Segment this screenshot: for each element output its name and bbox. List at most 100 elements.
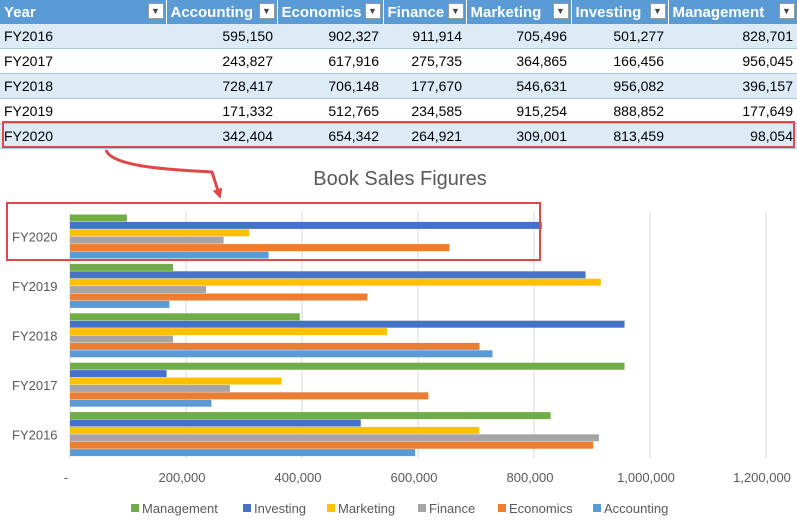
legend-swatch-investing — [243, 504, 251, 512]
table-cell[interactable]: 546,631 — [466, 73, 571, 99]
filter-dropdown-icon[interactable]: ▼ — [147, 3, 164, 19]
bar-finance-fy2016[interactable] — [70, 434, 599, 442]
filter-dropdown-icon[interactable]: ▼ — [552, 3, 569, 19]
bar-marketing-fy2018[interactable] — [70, 328, 388, 336]
bar-management-fy2019[interactable] — [70, 263, 174, 271]
table-cell[interactable]: 911,914 — [383, 24, 466, 49]
bar-economics-fy2020[interactable] — [70, 244, 450, 252]
x-tick-label: 1,000,000 — [617, 470, 675, 485]
table-cell[interactable]: 171,332 — [166, 98, 277, 124]
column-header-year[interactable]: Year ▼ — [0, 0, 167, 24]
table-cell[interactable]: 275,735 — [383, 48, 466, 74]
bar-accounting-fy2018[interactable] — [70, 350, 493, 358]
table-cell[interactable]: 728,417 — [166, 73, 277, 99]
table-cell[interactable]: 813,459 — [571, 123, 668, 149]
filter-dropdown-icon[interactable]: ▼ — [778, 3, 795, 19]
table-cell[interactable]: 234,585 — [383, 98, 466, 124]
bar-management-fy2017[interactable] — [70, 362, 625, 370]
bar-finance-fy2017[interactable] — [70, 384, 230, 392]
filter-dropdown-icon[interactable]: ▼ — [447, 3, 464, 19]
table-cell[interactable]: 309,001 — [466, 123, 571, 149]
table-cell[interactable]: 177,649 — [668, 98, 797, 124]
legend-label-marketing[interactable]: Marketing — [338, 501, 395, 516]
legend-label-economics[interactable]: Economics — [509, 501, 573, 516]
table-cell[interactable]: 342,404 — [166, 123, 277, 149]
table-cell[interactable]: FY2019 — [0, 98, 166, 124]
bar-economics-fy2016[interactable] — [70, 441, 594, 449]
bar-management-fy2016[interactable] — [70, 412, 551, 420]
table-cell[interactable]: 396,157 — [668, 73, 797, 99]
bar-investing-fy2019[interactable] — [70, 271, 586, 279]
table-cell[interactable]: 706,148 — [277, 73, 383, 99]
table-cell[interactable]: 177,670 — [383, 73, 466, 99]
x-tick-label: 400,000 — [275, 470, 322, 485]
table-cell[interactable]: 888,852 — [571, 98, 668, 124]
bar-economics-fy2018[interactable] — [70, 342, 480, 350]
table-cell[interactable]: FY2017 — [0, 48, 166, 74]
bar-economics-fy2017[interactable] — [70, 392, 429, 400]
table-row[interactable]: FY2017 243,827 617,916 275,735 364,865 1… — [0, 48, 797, 74]
table-row[interactable]: FY2019 171,332 512,765 234,585 915,254 8… — [0, 98, 797, 124]
table-row-highlighted[interactable]: FY2020 342,404 654,342 264,921 309,001 8… — [0, 123, 797, 149]
bar-management-fy2020[interactable] — [70, 214, 127, 222]
filter-dropdown-icon[interactable]: ▼ — [258, 3, 275, 19]
bar-accounting-fy2016[interactable] — [70, 449, 416, 457]
table-row[interactable]: FY2016 595,150 902,327 911,914 705,496 5… — [0, 24, 797, 49]
table-cell[interactable]: 902,327 — [277, 24, 383, 49]
header-row: Year ▼ Accounting ▼ Economics ▼ Finance ▼ Ma… — [0, 0, 797, 24]
table-cell[interactable]: 617,916 — [277, 48, 383, 74]
table-cell[interactable]: 595,150 — [166, 24, 277, 49]
table-cell[interactable]: 956,082 — [571, 73, 668, 99]
bar-marketing-fy2019[interactable] — [70, 278, 601, 286]
table-cell[interactable]: 166,456 — [571, 48, 668, 74]
y-category-label: FY2019 — [12, 279, 58, 294]
table-cell[interactable]: 828,701 — [668, 24, 797, 49]
filter-dropdown-icon[interactable]: ▼ — [649, 3, 666, 19]
table-cell[interactable]: 915,254 — [466, 98, 571, 124]
legend-swatch-economics — [498, 504, 506, 512]
legend-label-investing[interactable]: Investing — [254, 501, 306, 516]
bar-marketing-fy2017[interactable] — [70, 377, 282, 385]
bar-finance-fy2019[interactable] — [70, 286, 207, 294]
bar-accounting-fy2017[interactable] — [70, 399, 212, 407]
bar-investing-fy2018[interactable] — [70, 320, 625, 328]
column-header-accounting[interactable]: Accounting ▼ — [166, 0, 278, 24]
spreadsheet: Year ▼ Accounting ▼ Economics ▼ Finance ▼ Ma… — [0, 0, 797, 149]
table-cell[interactable]: 501,277 — [571, 24, 668, 49]
column-header-finance[interactable]: Finance ▼ — [383, 0, 467, 24]
bar-accounting-fy2019[interactable] — [70, 300, 170, 308]
bar-marketing-fy2020[interactable] — [70, 229, 250, 237]
table-row[interactable]: FY2018 728,417 706,148 177,670 546,631 9… — [0, 73, 797, 99]
bar-finance-fy2018[interactable] — [70, 335, 174, 343]
table-cell[interactable]: 98,054 — [668, 123, 797, 149]
bar-investing-fy2020[interactable] — [70, 221, 542, 229]
bar-investing-fy2016[interactable] — [70, 419, 361, 427]
table-cell[interactable]: 956,045 — [668, 48, 797, 74]
table-cell[interactable]: FY2020 — [0, 123, 166, 149]
x-tick-label: 200,000 — [159, 470, 206, 485]
bar-investing-fy2017[interactable] — [70, 370, 167, 378]
bar-chart[interactable]: Book Sales Figures FY2016 FY2017 FY2018 FY2… — [0, 148, 797, 528]
column-header-management[interactable]: Management ▼ — [668, 0, 797, 24]
bar-accounting-fy2020[interactable] — [70, 251, 269, 259]
table-cell[interactable]: FY2018 — [0, 73, 166, 99]
bar-finance-fy2020[interactable] — [70, 236, 224, 244]
column-header-marketing[interactable]: Marketing ▼ — [466, 0, 572, 24]
column-header-investing[interactable]: Investing ▼ — [571, 0, 669, 24]
bar-economics-fy2019[interactable] — [70, 293, 368, 301]
column-header-economics[interactable]: Economics ▼ — [277, 0, 384, 24]
table-cell[interactable]: FY2016 — [0, 24, 166, 49]
legend-label-management[interactable]: Management — [142, 501, 218, 516]
table-cell[interactable]: 654,342 — [277, 123, 383, 149]
bar-management-fy2018[interactable] — [70, 313, 300, 321]
legend-label-finance[interactable]: Finance — [429, 501, 475, 516]
table-cell[interactable]: 364,865 — [466, 48, 571, 74]
legend-label-accounting[interactable]: Accounting — [604, 501, 668, 516]
table-cell[interactable]: 705,496 — [466, 24, 571, 49]
filter-dropdown-icon[interactable]: ▼ — [364, 3, 381, 19]
table-cell[interactable]: 243,827 — [166, 48, 277, 74]
y-category-label: FY2018 — [12, 329, 58, 344]
table-cell[interactable]: 512,765 — [277, 98, 383, 124]
table-cell[interactable]: 264,921 — [383, 123, 466, 149]
bar-marketing-fy2016[interactable] — [70, 426, 480, 434]
